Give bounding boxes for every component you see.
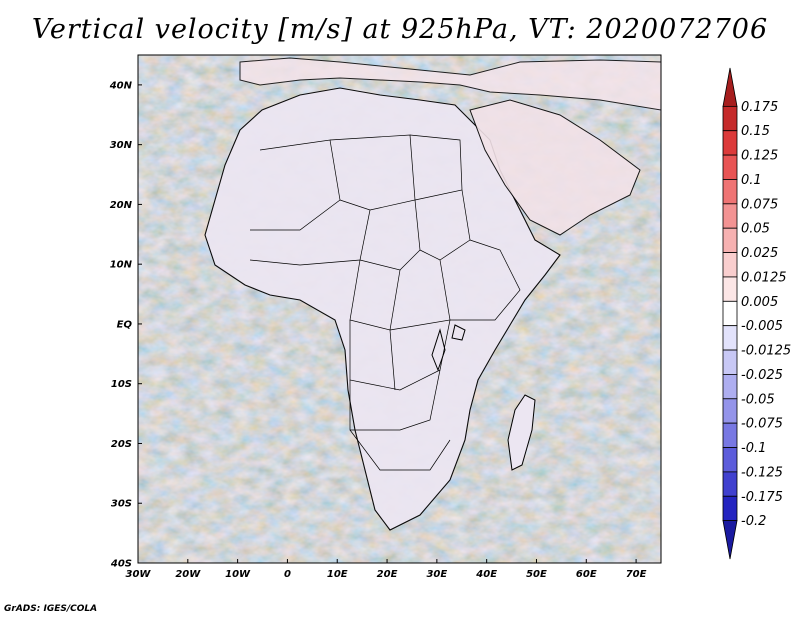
- colorbar-swatch: [722, 520, 738, 560]
- colorbar-label: 0.0125: [741, 270, 787, 285]
- colorbar-label: -0.0125: [741, 344, 791, 359]
- lat-label: 30N: [110, 140, 133, 151]
- lon-label: 60E: [576, 569, 597, 580]
- lakes: [431, 324, 466, 372]
- colorbar-label: -0.005: [741, 319, 783, 334]
- lon-label: 10E: [327, 569, 348, 580]
- grads-credit: GrADS: IGES/COLA: [4, 604, 98, 614]
- lon-label: 30W: [126, 569, 152, 580]
- colorbar-label: -0.2: [741, 514, 766, 529]
- colorbar-swatch: [722, 105, 738, 132]
- colorbar-label: 0.15: [741, 124, 770, 139]
- colorbar-label: 0.005: [741, 295, 778, 310]
- colorbar-swatch: [722, 349, 738, 375]
- arabia-landmass: [469, 99, 641, 236]
- lat-label: 30S: [111, 499, 132, 510]
- lat-label: EQ: [117, 319, 133, 330]
- madagascar-landmass: [507, 394, 536, 471]
- colorbar: 0.175 0.15 0.125 0.1 0.075 0.05 0.025 0.0125 0.0…: [722, 67, 791, 560]
- colorbar-label: 0.1: [741, 173, 762, 188]
- colorbar-swatch: [722, 227, 738, 253]
- lon-label: 50E: [526, 569, 547, 580]
- colorbar-label: 0.075: [741, 197, 778, 212]
- colorbar-label: -0.05: [741, 392, 775, 407]
- colorbar-label: -0.1: [741, 441, 766, 456]
- colorbar-swatch: [722, 422, 738, 448]
- colorbar-swatch: [722, 252, 738, 278]
- colorbar-label: -0.025: [741, 368, 783, 383]
- colorbar-swatch: [722, 67, 738, 107]
- colorbar-swatch: [722, 154, 738, 180]
- lat-label: 40N: [109, 80, 133, 91]
- chart-title: Vertical velocity [m/s] at 925hPa, VT: 2…: [31, 14, 769, 45]
- velocity-field: [138, 55, 661, 563]
- europe-landmass: [239, 57, 661, 111]
- colorbar-label: 0.025: [741, 246, 778, 261]
- colorbar-swatch: [722, 300, 738, 327]
- colorbar-swatch: [722, 130, 738, 156]
- lon-label: 70E: [626, 569, 647, 580]
- colorbar-label: 0.05: [741, 222, 770, 237]
- lat-label: 40S: [110, 559, 132, 570]
- colorbar-swatch: [722, 398, 738, 424]
- lat-label: 10S: [111, 379, 132, 390]
- lon-label: 0: [284, 569, 291, 580]
- colorbar-swatch: [722, 471, 738, 497]
- lat-label: 10N: [110, 260, 133, 271]
- colorbar-label: -0.075: [741, 417, 783, 432]
- colorbar-swatch: [722, 179, 738, 205]
- colorbar-swatch: [722, 495, 738, 522]
- colorbar-label: -0.175: [741, 490, 783, 505]
- colorbar-swatch: [722, 325, 738, 351]
- map-frame: [137, 54, 662, 564]
- lon-label: 40E: [475, 569, 497, 580]
- lon-label: 20E: [377, 569, 398, 580]
- africa-landmass: [204, 87, 561, 531]
- lat-label: 20S: [111, 439, 132, 450]
- colorbar-swatch: [722, 447, 738, 473]
- lon-label: 20W: [175, 569, 201, 580]
- colorbar-swatch: [722, 374, 738, 400]
- lat-label: 20N: [110, 200, 133, 211]
- lon-label: 30E: [426, 569, 447, 580]
- colorbar-swatch: [722, 276, 738, 302]
- colorbar-label: 0.125: [741, 149, 778, 164]
- colorbar-label: 0.175: [741, 100, 778, 115]
- colorbar-swatch: [722, 203, 738, 229]
- colorbar-label: -0.125: [741, 465, 783, 480]
- lon-label: 10W: [225, 569, 251, 580]
